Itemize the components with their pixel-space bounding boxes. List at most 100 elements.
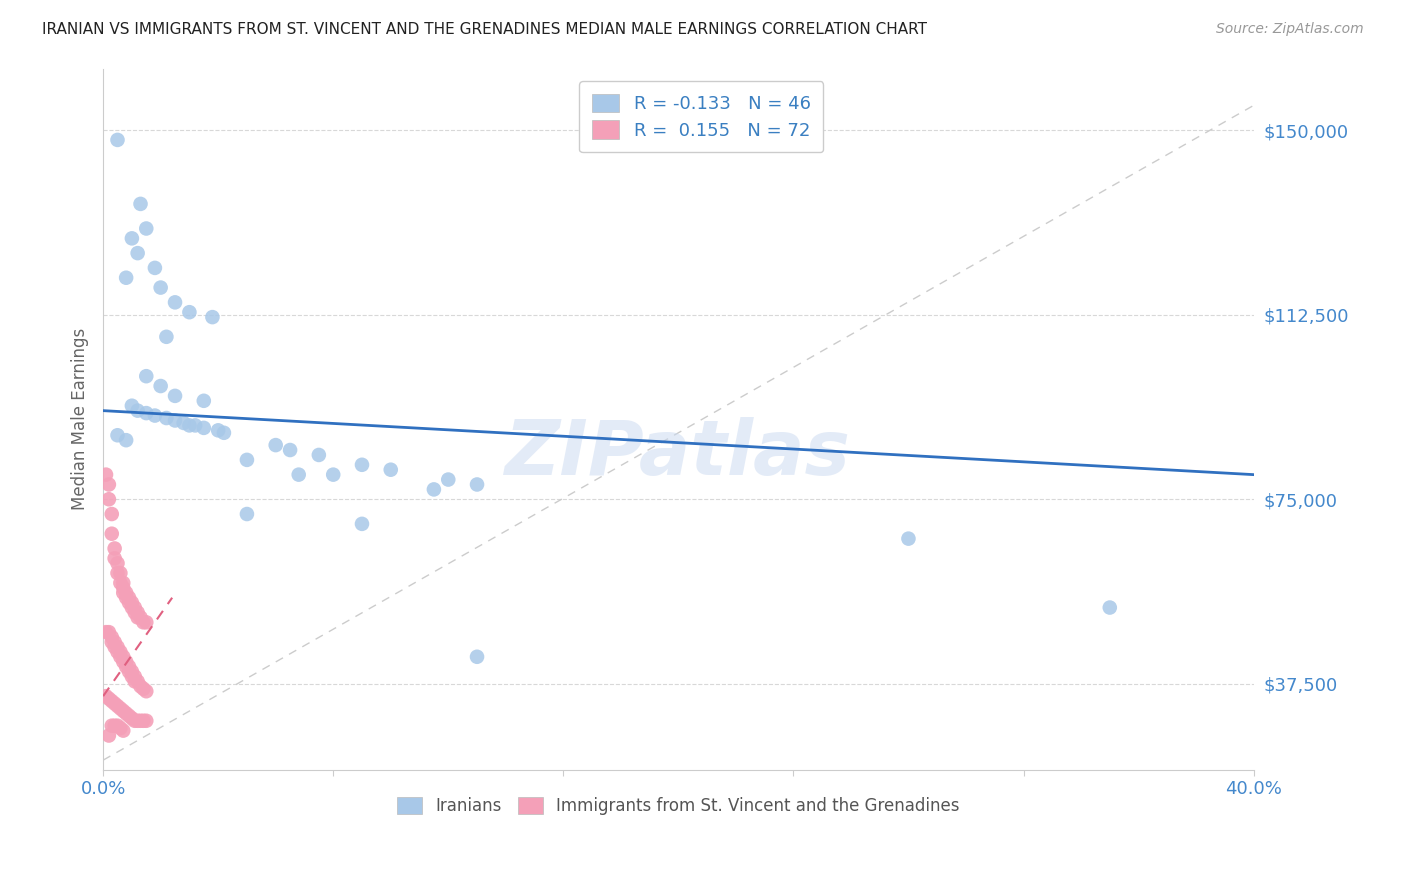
Point [124, 714, 146, 728]
Point [149, 280, 172, 294]
Point [278, 443, 301, 458]
Point [121, 669, 143, 683]
Text: IRANIAN VS IMMIGRANTS FROM ST. VINCENT AND THE GRENADINES MEDIAN MALE EARNINGS C: IRANIAN VS IMMIGRANTS FROM ST. VINCENT A… [42, 22, 927, 37]
Point [135, 406, 157, 420]
Point [124, 600, 146, 615]
Point [97, 729, 120, 743]
Point [437, 473, 460, 487]
Point [97, 691, 120, 706]
Point [112, 655, 135, 669]
Point [163, 295, 186, 310]
Point [124, 674, 146, 689]
Point [110, 645, 132, 659]
Point [100, 507, 122, 521]
Point [107, 133, 129, 147]
Point [155, 330, 177, 344]
Point [135, 684, 157, 698]
Point [127, 606, 149, 620]
Point [115, 433, 138, 447]
Point [97, 625, 120, 640]
Point [107, 640, 129, 654]
Text: ZIPatlas: ZIPatlas [505, 417, 852, 491]
Point [112, 576, 135, 591]
Point [118, 596, 141, 610]
Point [112, 649, 135, 664]
Point [212, 425, 235, 440]
Point [322, 467, 344, 482]
Point [124, 669, 146, 683]
Point [380, 463, 402, 477]
Point [107, 428, 129, 442]
Point [104, 635, 127, 649]
Point [100, 526, 122, 541]
Point [97, 477, 120, 491]
Point [127, 674, 149, 689]
Point [118, 709, 141, 723]
Point [1098, 600, 1121, 615]
Point [163, 413, 186, 427]
Point [112, 586, 135, 600]
Point [135, 714, 157, 728]
Point [107, 556, 129, 570]
Point [132, 615, 155, 630]
Point [112, 723, 135, 738]
Point [112, 581, 135, 595]
Point [97, 492, 120, 507]
Point [163, 389, 186, 403]
Point [118, 591, 141, 605]
Point [118, 659, 141, 673]
Point [104, 697, 127, 711]
Point [115, 591, 138, 605]
Point [179, 305, 201, 319]
Point [129, 679, 152, 693]
Point [465, 649, 488, 664]
Point [132, 714, 155, 728]
Point [127, 403, 149, 417]
Point [121, 231, 143, 245]
Y-axis label: Median Male Earnings: Median Male Earnings [72, 328, 89, 510]
Point [107, 719, 129, 733]
Point [115, 659, 138, 673]
Point [124, 606, 146, 620]
Point [350, 516, 373, 531]
Point [193, 421, 215, 435]
Point [110, 576, 132, 591]
Point [104, 541, 127, 556]
Point [179, 418, 201, 433]
Point [100, 694, 122, 708]
Point [423, 483, 446, 497]
Point [110, 701, 132, 715]
Point [264, 438, 287, 452]
Point [121, 711, 143, 725]
Point [184, 418, 207, 433]
Point [129, 714, 152, 728]
Point [110, 566, 132, 580]
Point [121, 665, 143, 679]
Point [110, 649, 132, 664]
Point [143, 260, 166, 275]
Point [149, 379, 172, 393]
Point [129, 197, 152, 211]
Point [121, 596, 143, 610]
Point [110, 721, 132, 735]
Point [135, 221, 157, 235]
Point [104, 719, 127, 733]
Point [287, 467, 309, 482]
Point [350, 458, 373, 472]
Point [465, 477, 488, 491]
Point [897, 532, 920, 546]
Point [201, 310, 224, 325]
Point [135, 615, 157, 630]
Point [107, 566, 129, 580]
Point [143, 409, 166, 423]
Point [112, 704, 135, 718]
Point [94, 689, 117, 703]
Point [118, 665, 141, 679]
Point [107, 645, 129, 659]
Point [107, 698, 129, 713]
Point [207, 423, 229, 437]
Point [104, 640, 127, 654]
Point [127, 610, 149, 624]
Text: Source: ZipAtlas.com: Source: ZipAtlas.com [1216, 22, 1364, 37]
Point [132, 681, 155, 696]
